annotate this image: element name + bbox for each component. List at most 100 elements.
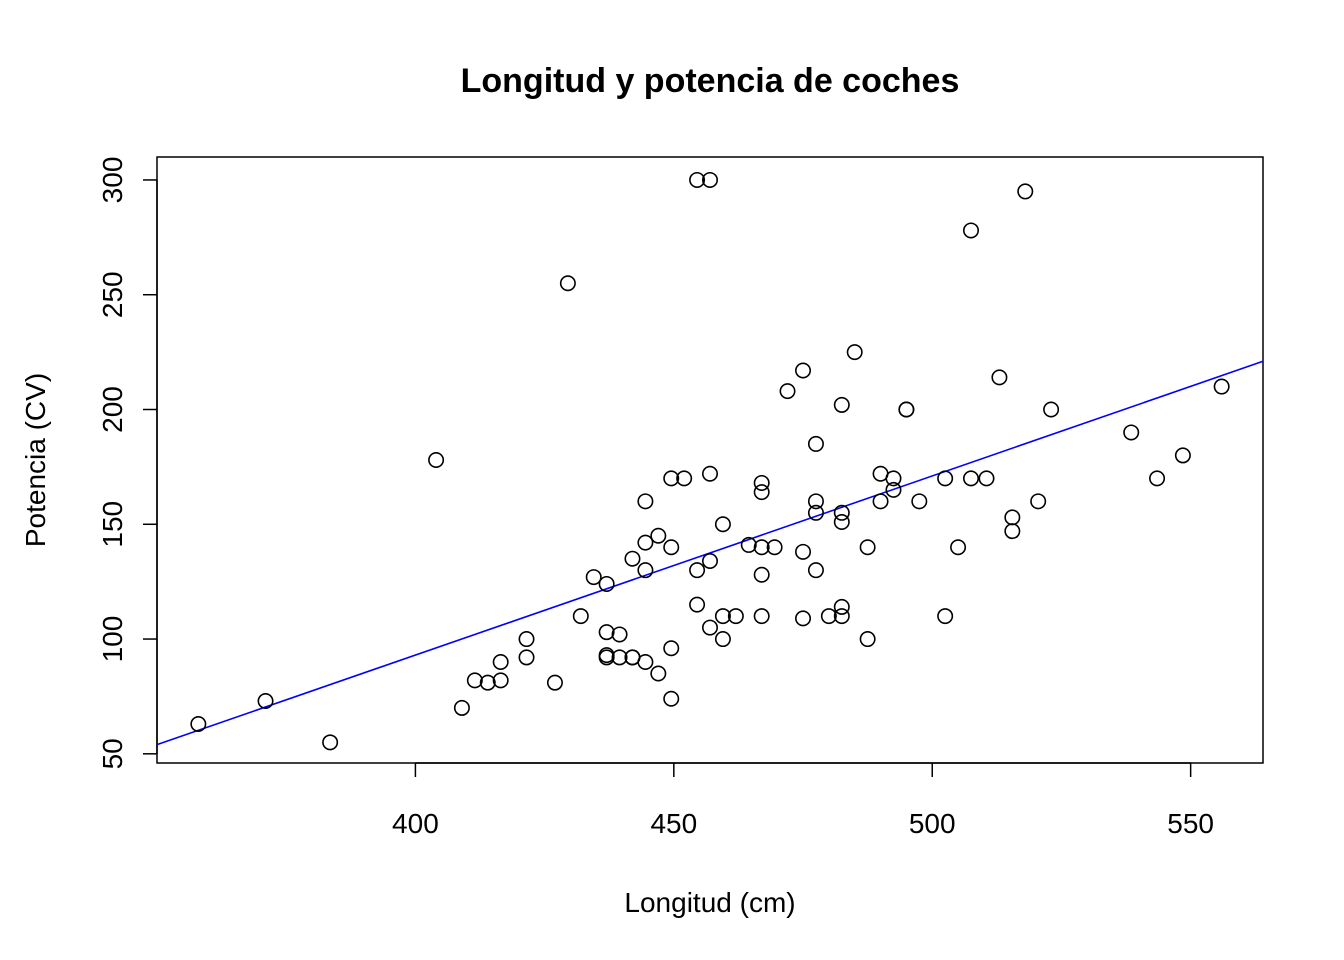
data-point: [1174, 447, 1191, 464]
x-tick-label: 450: [650, 808, 697, 839]
data-point: [1149, 470, 1166, 487]
data-point: [637, 493, 654, 510]
data-point: [559, 275, 576, 292]
data-point: [546, 674, 563, 691]
data-point: [1043, 401, 1060, 418]
regression-line: [156, 360, 1264, 746]
x-axis: 400 450 500 550: [392, 762, 1214, 839]
data-point: [950, 539, 967, 556]
data-point: [846, 344, 863, 361]
data-point: [1017, 183, 1034, 200]
data-point: [833, 608, 850, 625]
data-point: [190, 715, 207, 732]
y-tick-label: 250: [97, 271, 128, 318]
data-point: [766, 539, 783, 556]
x-tick-label: 550: [1167, 808, 1214, 839]
data-point: [833, 504, 850, 521]
data-point: [518, 649, 535, 666]
data-point: [753, 566, 770, 583]
data-point: [740, 536, 757, 553]
data-point: [637, 653, 654, 670]
data-point: [753, 539, 770, 556]
data-point: [937, 608, 954, 625]
y-tick-label: 50: [97, 738, 128, 769]
data-point: [991, 369, 1008, 386]
data-point: [689, 562, 706, 579]
data-point: [885, 470, 902, 487]
data-point: [572, 608, 589, 625]
data-point: [663, 640, 680, 657]
data-point: [701, 552, 718, 569]
x-tick-label: 500: [909, 808, 956, 839]
data-point: [753, 608, 770, 625]
data-point: [833, 513, 850, 530]
data-point: [701, 465, 718, 482]
data-points-layer: [190, 171, 1230, 751]
data-point: [872, 493, 889, 510]
data-point: [650, 527, 667, 544]
data-point: [795, 362, 812, 379]
data-point: [962, 470, 979, 487]
data-point: [322, 734, 339, 751]
data-point: [637, 534, 654, 551]
data-point: [492, 672, 509, 689]
data-point: [1030, 493, 1047, 510]
data-point: [689, 171, 706, 188]
data-point: [663, 690, 680, 707]
y-tick-label: 150: [97, 501, 128, 548]
data-point: [585, 569, 602, 586]
data-point: [598, 649, 615, 666]
y-axis-label: Potencia (CV): [20, 373, 51, 547]
data-point: [257, 693, 274, 710]
regression-line-layer: [156, 360, 1264, 746]
data-point: [714, 608, 731, 625]
data-point: [885, 481, 902, 498]
data-point: [859, 539, 876, 556]
data-point: [1004, 523, 1021, 540]
data-point: [833, 396, 850, 413]
data-point: [714, 631, 731, 648]
data-point: [820, 608, 837, 625]
data-point: [624, 550, 641, 567]
data-point: [428, 451, 445, 468]
data-point: [453, 699, 470, 716]
data-point: [650, 665, 667, 682]
data-point: [807, 435, 824, 452]
data-point: [1004, 509, 1021, 526]
data-point: [898, 401, 915, 418]
data-point: [978, 470, 995, 487]
data-point: [753, 474, 770, 491]
data-point: [611, 649, 628, 666]
data-point: [466, 672, 483, 689]
x-axis-label: Longitud (cm): [624, 887, 795, 918]
y-tick-label: 100: [97, 616, 128, 663]
data-point: [714, 516, 731, 533]
data-point: [807, 493, 824, 510]
data-point: [637, 562, 654, 579]
data-point: [937, 470, 954, 487]
data-point: [701, 619, 718, 636]
y-tick-label: 300: [97, 157, 128, 204]
data-point: [727, 608, 744, 625]
data-point: [663, 539, 680, 556]
plot-frame: [156, 156, 1264, 764]
data-point: [795, 610, 812, 627]
data-point: [807, 562, 824, 579]
y-axis: 50 100 150 200 250 300: [97, 157, 158, 769]
data-point: [962, 222, 979, 239]
data-point: [701, 171, 718, 188]
data-point: [911, 493, 928, 510]
data-point: [663, 470, 680, 487]
data-point: [598, 624, 615, 641]
data-point: [689, 596, 706, 613]
data-point: [492, 653, 509, 670]
data-point: [1123, 424, 1140, 441]
data-point: [807, 504, 824, 521]
x-tick-label: 400: [392, 808, 439, 839]
data-point: [753, 484, 770, 501]
data-point: [833, 598, 850, 615]
data-point: [676, 470, 693, 487]
chart-title: Longitud y potencia de coches: [461, 62, 960, 100]
data-point: [479, 674, 496, 691]
